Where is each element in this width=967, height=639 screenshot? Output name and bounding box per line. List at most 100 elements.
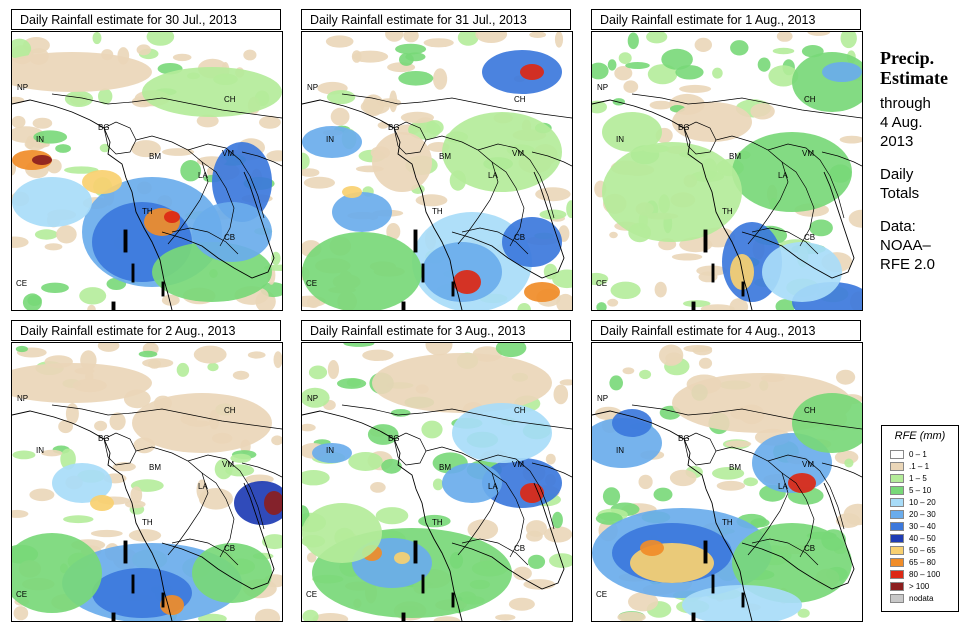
country-label-ch: CH [804,406,816,415]
country-label-np: NP [17,83,28,92]
country-label-vm: VM [222,460,234,469]
legend-label: > 100 [909,582,930,591]
legend-label: 40 – 50 [909,534,936,543]
date-line-2: 2013 [880,133,914,150]
panel-title: Daily Rainfall estimate for 30 Jul., 201… [11,9,281,30]
daily-line-2: Totals [880,185,920,202]
legend-swatch [890,474,904,483]
legend-swatch [890,594,904,603]
rain-field-heavy [602,52,862,310]
data-line-3: RFE 2.0 [880,256,936,273]
rainfall-map: NP CH IN BG BM VM LA TH CB CE [11,342,283,622]
heading-line-2: Estimate [880,68,948,88]
country-label-ce: CE [596,590,607,599]
legend-item: 1 – 5 [890,474,927,484]
legend-label: 50 – 65 [909,546,936,555]
country-label-in: IN [326,135,334,144]
country-label-bg: BG [678,434,690,443]
country-borders [302,93,572,310]
legend-item: 5 – 10 [890,486,931,496]
country-borders [302,404,572,621]
country-borders [592,404,862,621]
country-label-la: LA [488,482,498,491]
country-label-ch: CH [514,406,526,415]
country-label-bg: BG [98,123,110,132]
country-label-th: TH [722,518,733,527]
country-label-in: IN [36,446,44,455]
description-block: Precip. Estimate through 4 Aug. 2013 Dai… [880,48,965,274]
country-label-ce: CE [306,279,317,288]
legend-item: nodata [890,594,933,604]
rain-field-heavy [12,363,282,621]
country-label-np: NP [307,394,318,403]
country-label-la: LA [198,171,208,180]
country-label-bg: BG [98,434,110,443]
legend-item: 80 – 100 [890,570,940,580]
country-label-in: IN [616,135,624,144]
panel-title: Daily Rainfall estimate for 4 Aug., 2013 [591,320,861,341]
country-label-bm: BM [729,152,741,161]
legend-swatch [890,534,904,543]
legend-label: .1 – 1 [909,462,930,471]
country-label-np: NP [307,83,318,92]
legend-item: .1 – 1 [890,462,929,472]
legend-label: 0 – 1 [909,450,927,459]
map-panel-3-aug: Daily Rainfall estimate for 3 Aug., 2013… [301,320,573,622]
country-label-bg: BG [388,123,400,132]
rainfall-map: NP CH IN BG BM VM LA TH CB CE [591,342,863,622]
legend-swatch [890,486,904,495]
legend-label: nodata [909,594,934,603]
country-label-ch: CH [804,95,816,104]
legend-item: 50 – 65 [890,546,936,556]
map-panel-2-aug: Daily Rainfall estimate for 2 Aug., 2013… [11,320,283,622]
legend-label: 65 – 80 [909,558,936,567]
country-label-ch: CH [224,95,236,104]
legend-swatch [890,498,904,507]
country-label-th: TH [432,518,443,527]
rainfall-map: NP CH IN BG BM VM LA TH CB CE [301,342,573,622]
country-label-ch: CH [514,95,526,104]
map-panel-1-aug: Daily Rainfall estimate for 1 Aug., 2013… [591,9,863,311]
map-panel-4-aug: Daily Rainfall estimate for 4 Aug., 2013… [591,320,863,622]
country-borders [12,93,282,310]
legend-swatch [890,450,904,459]
country-label-la: LA [778,171,788,180]
legend-label: 10 – 20 [909,498,936,507]
rainfall-map: NP CH IN BG BM VM LA TH CB CE [301,31,573,311]
country-label-vm: VM [222,149,234,158]
panel-title: Daily Rainfall estimate for 3 Aug., 2013 [301,320,571,341]
legend-swatch [890,462,904,471]
legend-label: 30 – 40 [909,522,936,531]
country-label-cb: CB [224,233,235,242]
country-label-vm: VM [802,149,814,158]
country-label-vm: VM [802,460,814,469]
country-label-la: LA [778,482,788,491]
legend-label: 20 – 30 [909,510,936,519]
map-panel-31-jul: Daily Rainfall estimate for 31 Jul., 201… [301,9,573,311]
country-label-bg: BG [678,123,690,132]
rain-field-heavy [592,373,862,621]
country-label-np: NP [597,83,608,92]
country-label-th: TH [142,518,153,527]
legend-label: 1 – 5 [909,474,927,483]
country-label-th: TH [722,207,733,216]
rainfall-map: NP CH IN BG BM VM LA TH CB CE [11,31,283,311]
panel-title: Daily Rainfall estimate for 2 Aug., 2013 [11,320,281,341]
rainfall-map: NP CH IN BG BM VM LA TH CB CE [591,31,863,311]
map-panel-30-jul: Daily Rainfall estimate for 30 Jul., 201… [11,9,283,311]
legend-swatch [890,582,904,591]
legend-item: 0 – 1 [890,450,927,460]
legend-label: 5 – 10 [909,486,932,495]
country-label-np: NP [597,394,608,403]
country-label-cb: CB [804,233,815,242]
legend-swatch [890,570,904,579]
country-label-ce: CE [596,279,607,288]
country-label-bm: BM [729,463,741,472]
legend-item: 20 – 30 [890,510,936,520]
legend-title: RFE (mm) [894,430,946,442]
country-label-vm: VM [512,149,524,158]
country-label-th: TH [142,207,153,216]
legend-swatch [890,522,904,531]
legend-item: 40 – 50 [890,534,936,544]
legend-label: 80 – 100 [909,570,941,579]
